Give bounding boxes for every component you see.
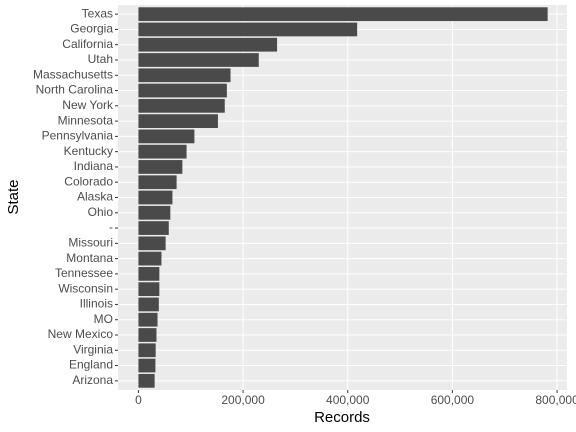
y-tick-label: Ohio bbox=[88, 205, 114, 219]
x-axis-title: Records bbox=[314, 409, 370, 426]
bar bbox=[138, 343, 156, 358]
bar bbox=[138, 251, 162, 266]
bar bbox=[138, 221, 169, 235]
bar bbox=[138, 373, 155, 388]
y-tick-label: Kentucky bbox=[64, 144, 113, 158]
x-tick-label: 0 bbox=[135, 393, 142, 407]
y-tick-label: Missouri bbox=[68, 236, 113, 250]
bar bbox=[138, 205, 171, 220]
y-tick-label: Colorado bbox=[64, 174, 113, 188]
y-axis-title: State bbox=[5, 179, 22, 214]
bar bbox=[138, 236, 166, 251]
bar bbox=[138, 83, 227, 98]
bar bbox=[138, 22, 358, 37]
y-tick-label: Alaska bbox=[77, 190, 113, 204]
y-tick-label: Minnesota bbox=[58, 113, 114, 127]
y-tick-label: Wisconsin bbox=[58, 281, 113, 295]
bar bbox=[138, 37, 278, 52]
y-tick-label: MO bbox=[94, 312, 113, 326]
bar bbox=[138, 297, 159, 312]
y-tick-label: Pennsylvania bbox=[42, 129, 114, 143]
y-tick-label: Utah bbox=[88, 52, 113, 66]
bar bbox=[138, 129, 195, 144]
y-tick-label: Tennessee bbox=[55, 266, 113, 280]
bar bbox=[138, 358, 156, 373]
y-tick-label: North Carolina bbox=[36, 83, 114, 97]
y-tick-label: - bbox=[109, 220, 113, 234]
bar bbox=[138, 98, 225, 113]
bar bbox=[138, 312, 158, 327]
y-tick-label: England bbox=[69, 358, 113, 372]
y-tick-label: Texas bbox=[82, 6, 113, 20]
x-tick-label: 800,000 bbox=[535, 393, 576, 407]
bar bbox=[138, 282, 160, 297]
y-tick-label: Illinois bbox=[80, 297, 113, 311]
y-tick-label: Massachusetts bbox=[33, 67, 113, 81]
bar bbox=[138, 53, 259, 67]
bar bbox=[138, 190, 173, 205]
x-tick-label: 200,000 bbox=[221, 393, 265, 407]
bar bbox=[138, 160, 183, 174]
y-tick-label: Arizona bbox=[72, 373, 113, 387]
bar bbox=[138, 175, 177, 190]
y-tick-label: California bbox=[62, 37, 113, 51]
bar bbox=[138, 68, 231, 83]
bar bbox=[138, 7, 548, 22]
y-tick-label: Montana bbox=[66, 251, 113, 265]
y-tick-label: Virginia bbox=[73, 342, 113, 356]
y-tick-label: New Mexico bbox=[48, 327, 114, 341]
bar bbox=[138, 114, 218, 128]
x-tick-label: 400,000 bbox=[326, 393, 370, 407]
y-tick-label: Georgia bbox=[70, 22, 113, 36]
x-tick-label: 600,000 bbox=[431, 393, 475, 407]
bar bbox=[138, 267, 160, 281]
bar bbox=[138, 328, 157, 342]
bar bbox=[138, 144, 187, 159]
y-tick-label: New York bbox=[62, 98, 114, 112]
y-tick-label: Indiana bbox=[74, 159, 114, 173]
